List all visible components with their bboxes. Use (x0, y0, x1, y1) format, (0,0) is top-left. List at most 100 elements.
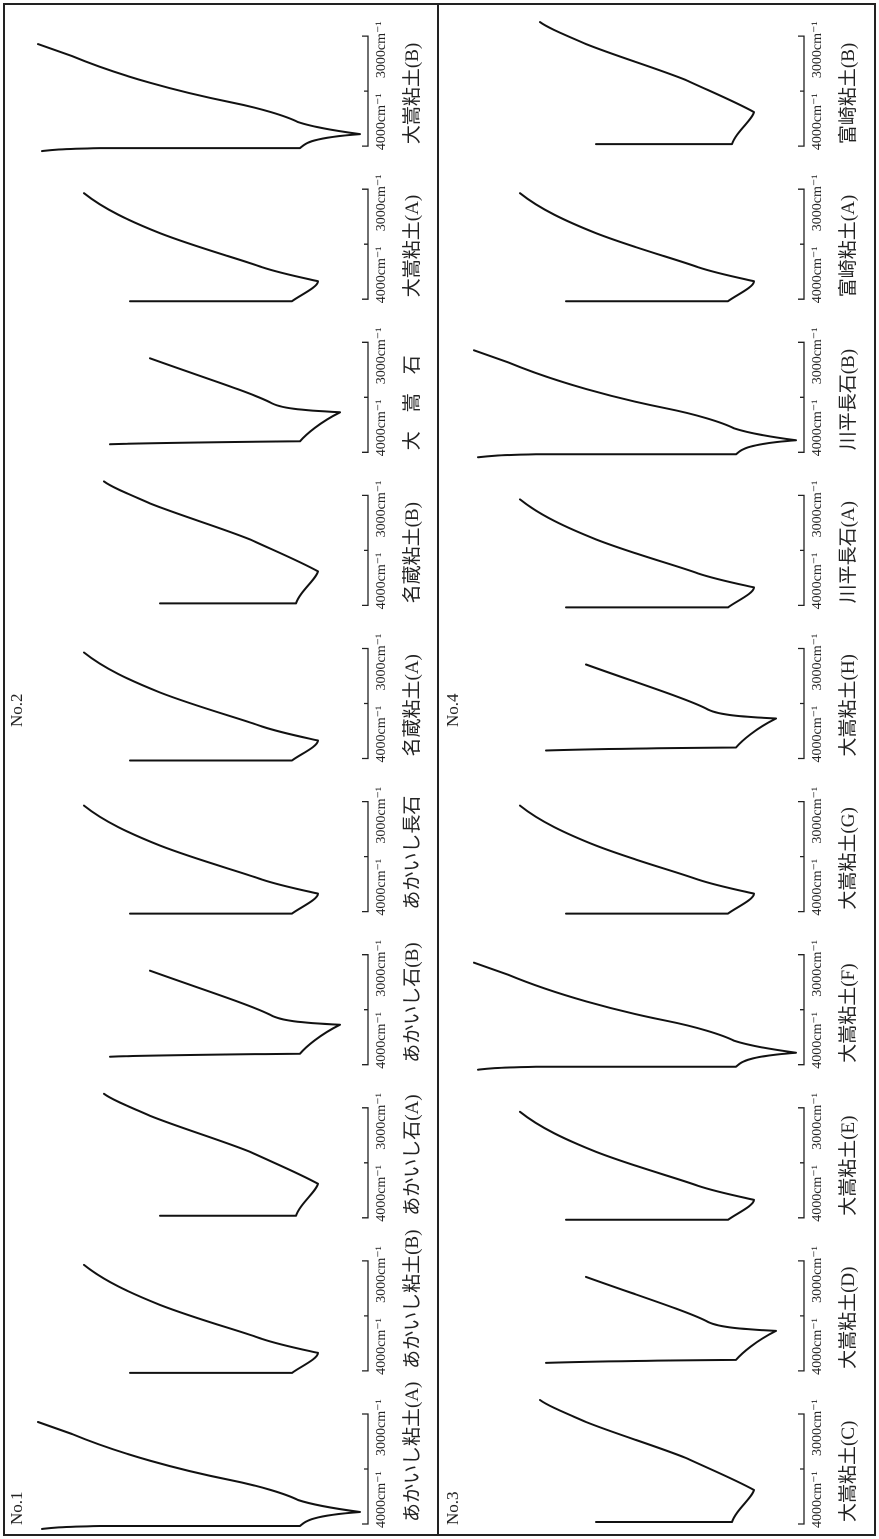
scale-label-low: 4000cm⁻¹ (374, 1471, 389, 1528)
scale-label-low: 4000cm⁻¹ (810, 1012, 825, 1069)
scale-label-high: 3000cm⁻¹ (810, 481, 825, 538)
wavenumber-scale-bar (798, 647, 805, 760)
sample-label: 富崎粘土(B) (837, 43, 859, 144)
spectrum-cell: 4000cm⁻¹ 3000cm⁻¹ 川平長石(B) (473, 328, 859, 459)
wavenumber-scale-bar (362, 954, 369, 1066)
sample-label: 大嵩粘土(F) (837, 963, 859, 1062)
sample-label: 川平長石(B) (838, 349, 859, 450)
group-label-no4: No.4 (443, 693, 462, 727)
sample-label: 大嵩粘土(B) (401, 43, 423, 144)
ir-trace (109, 357, 341, 446)
group-label-no3: No.3 (443, 1491, 462, 1525)
scale-label-low: 4000cm⁻¹ (374, 93, 389, 150)
scale-label-high: 3000cm⁻¹ (374, 481, 389, 538)
ir-trace (545, 1275, 777, 1364)
scale-label-high: 3000cm⁻¹ (374, 21, 389, 78)
scale-label-high: 3000cm⁻¹ (810, 634, 825, 691)
spectrum-cell: 4000cm⁻¹ 3000cm⁻¹ 大嵩粘土(F) (473, 940, 859, 1071)
group-label-no1: No.1 (7, 1491, 26, 1525)
scale-label-low: 4000cm⁻¹ (810, 1165, 825, 1222)
sample-label: 川平長石(A) (838, 501, 859, 603)
spectrum-cell: 4000cm⁻¹ 3000cm⁻¹ 大嵩粘土(A) (83, 174, 423, 303)
sample-label: あかいし粘土(A) (401, 1382, 423, 1522)
sample-label: あかいし石(B) (402, 942, 423, 1062)
wavenumber-scale-bar (798, 35, 805, 147)
wavenumber-scale-bar (798, 1107, 805, 1219)
sample-label: 大嵩粘土(H) (837, 654, 859, 756)
scale-label-high: 3000cm⁻¹ (374, 1093, 389, 1150)
wavenumber-scale-bar (798, 954, 805, 1066)
scale-label-low: 4000cm⁻¹ (374, 1012, 389, 1069)
scale-label-high: 3000cm⁻¹ (810, 174, 825, 231)
spectrum-cell: 4000cm⁻¹ 3000cm⁻¹ 大嵩粘土(H) (545, 634, 859, 763)
ir-trace (539, 1399, 755, 1523)
scale-label-high: 3000cm⁻¹ (810, 1093, 825, 1150)
scale-label-high: 3000cm⁻¹ (810, 1246, 825, 1303)
ir-trace (83, 651, 319, 762)
sample-label: あかいし石(A) (402, 1094, 423, 1215)
spectrum-cell: 4000cm⁻¹ 3000cm⁻¹ あかいし石(A) (103, 1092, 423, 1222)
scale-label-low: 4000cm⁻¹ (374, 553, 389, 610)
spectrum-cell: 4000cm⁻¹ 3000cm⁻¹ 名蔵粘土(A) (83, 634, 423, 763)
ir-trace (473, 961, 797, 1071)
ir-trace (539, 21, 755, 146)
wavenumber-scale-bar (362, 35, 369, 147)
scale-label-low: 4000cm⁻¹ (374, 400, 389, 457)
group-label-no2: No.2 (7, 693, 26, 727)
wavenumber-scale-bar (798, 1260, 805, 1372)
spectrum-cell: 4000cm⁻¹ 3000cm⁻¹ 富崎粘土(A) (519, 174, 859, 303)
spectrum-cell: 4000cm⁻¹ 3000cm⁻¹ 川平長石(A) (519, 481, 859, 610)
scale-label-low: 4000cm⁻¹ (810, 93, 825, 150)
scale-label-low: 4000cm⁻¹ (374, 246, 389, 303)
scale-label-high: 3000cm⁻¹ (374, 787, 389, 844)
spectrum-cell: 4000cm⁻¹ 3000cm⁻¹ 大嵩粘土(D) (545, 1246, 859, 1375)
ir-trace (519, 1110, 755, 1221)
scale-label-low: 4000cm⁻¹ (374, 706, 389, 763)
scale-label-high: 3000cm⁻¹ (374, 1399, 389, 1456)
ir-trace (83, 192, 319, 303)
scale-label-high: 3000cm⁻¹ (810, 787, 825, 844)
ir-trace (473, 349, 797, 459)
scale-label-high: 3000cm⁻¹ (374, 634, 389, 691)
ir-trace (83, 804, 319, 915)
scale-label-high: 3000cm⁻¹ (374, 328, 389, 385)
spectrum-cell: 4000cm⁻¹ 3000cm⁻¹ あかいし石(B) (109, 940, 423, 1069)
spectra-layer: 4000cm⁻¹ 3000cm⁻¹ あかいし粘土(A) 4000cm⁻¹ 3000cm⁻… (37, 21, 859, 1530)
scale-label-low: 4000cm⁻¹ (374, 1318, 389, 1375)
ir-trace (519, 804, 755, 915)
spectrum-cell: 4000cm⁻¹ 3000cm⁻¹ 大嵩粘土(B) (37, 21, 423, 153)
wavenumber-scale-bar (362, 494, 369, 607)
scale-label-low: 4000cm⁻¹ (810, 859, 825, 916)
spectrum-cell: 4000cm⁻¹ 3000cm⁻¹ 富崎粘土(B) (539, 21, 859, 150)
sample-label: 大嵩粘土(A) (401, 195, 423, 297)
ir-trace (109, 969, 341, 1058)
sample-label: あかいし長石 (402, 796, 423, 910)
scale-label-high: 3000cm⁻¹ (374, 174, 389, 231)
wavenumber-scale-bar (362, 647, 369, 760)
spectrum-cell: 4000cm⁻¹ 3000cm⁻¹ 大嵩粘土(G) (519, 787, 859, 916)
spectrum-cell: 4000cm⁻¹ 3000cm⁻¹ あかいし長石 (83, 787, 423, 916)
wavenumber-scale-bar (798, 494, 805, 607)
scale-label-low: 4000cm⁻¹ (810, 553, 825, 610)
wavenumber-scale-bar (362, 188, 369, 300)
wavenumber-scale-bar (362, 1260, 369, 1372)
scale-label-high: 3000cm⁻¹ (810, 1399, 825, 1456)
sample-label: 大嵩粘土(D) (837, 1267, 859, 1369)
scale-label-low: 4000cm⁻¹ (810, 246, 825, 303)
sample-label: 大嵩粘土(C) (837, 1421, 859, 1522)
scale-label-low: 4000cm⁻¹ (374, 1165, 389, 1222)
ir-trace (83, 1263, 319, 1374)
spectrum-cell: 4000cm⁻¹ 3000cm⁻¹ 名蔵粘土(B) (103, 480, 423, 610)
scale-label-low: 4000cm⁻¹ (810, 400, 825, 457)
spectrum-cell: 4000cm⁻¹ 3000cm⁻¹ あかいし粘土(B) (83, 1230, 423, 1375)
sample-label: あかいし粘土(B) (401, 1230, 423, 1369)
wavenumber-scale-bar (362, 800, 369, 913)
scale-label-high: 3000cm⁻¹ (374, 940, 389, 997)
spectrum-cell: 4000cm⁻¹ 3000cm⁻¹ 大嵩粘土(C) (539, 1399, 859, 1528)
spectrum-cell: 4000cm⁻¹ 3000cm⁻¹ 大嵩粘土(E) (519, 1093, 859, 1222)
scale-label-low: 4000cm⁻¹ (810, 1318, 825, 1375)
scale-label-high: 3000cm⁻¹ (374, 1246, 389, 1303)
